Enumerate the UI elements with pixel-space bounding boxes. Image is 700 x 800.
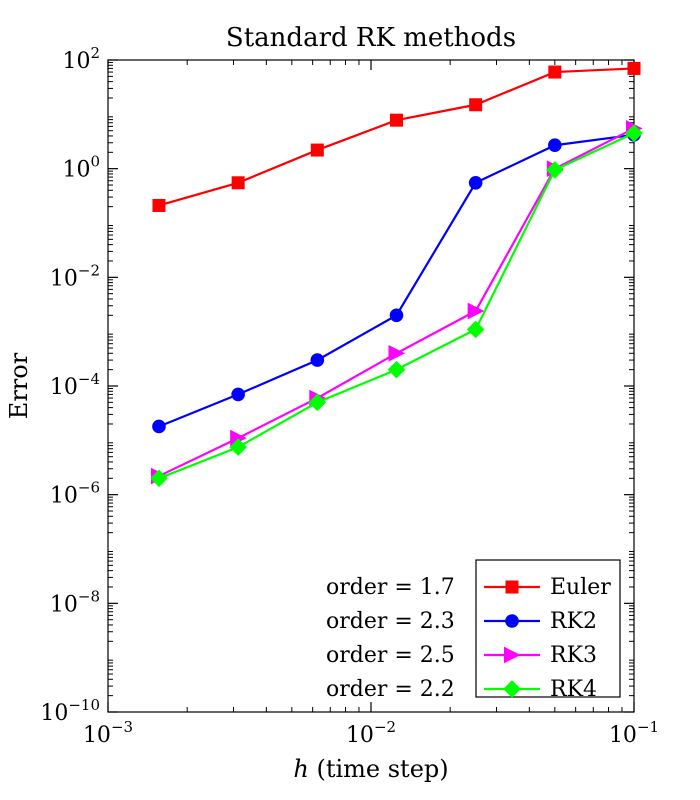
y-tick-label: 10−6 — [50, 479, 100, 509]
data-point-rk4 — [546, 161, 564, 179]
tick-base: 10 — [62, 158, 90, 183]
tick-base: 10 — [83, 723, 111, 748]
legend-marker-rk4 — [503, 680, 521, 698]
data-point-rk3 — [388, 344, 406, 362]
y-tick-label: 10−4 — [50, 370, 100, 400]
chart-title: Standard RK methods — [226, 23, 516, 53]
tick-base: 10 — [40, 701, 68, 726]
data-point-euler — [389, 113, 403, 127]
data-point-rk4 — [229, 438, 247, 456]
tick-base: 10 — [50, 375, 78, 400]
y-tick-label: 10−8 — [50, 587, 100, 617]
legend-entry-rk2: RK2 — [484, 609, 597, 634]
tick-base: 10 — [62, 49, 90, 74]
data-point-rk3 — [467, 302, 485, 320]
order-annotation: order = 2.2 — [326, 677, 455, 702]
x-axis-label-variable: h — [293, 755, 308, 783]
data-point-rk4 — [150, 469, 168, 488]
legend-entry-euler: Euler — [484, 575, 611, 600]
data-point-rk2 — [389, 308, 404, 323]
data-point-euler — [469, 98, 483, 112]
data-point-rk4 — [308, 393, 327, 412]
tick-exponent: −4 — [78, 370, 100, 388]
legend-box — [475, 559, 621, 698]
y-axis-label: Error — [5, 352, 33, 419]
order-annotations: order = 1.7 order = 2.3 order = 2.5 order =… — [326, 575, 455, 702]
data-point-euler — [548, 65, 562, 79]
data-point-rk4 — [387, 360, 406, 379]
tick-exponent: −1 — [637, 718, 659, 736]
tick-exponent: −6 — [78, 479, 100, 497]
tick-exponent: −3 — [111, 718, 133, 736]
y-tick-label: 10−2 — [50, 261, 100, 291]
data-point-euler — [627, 61, 641, 75]
tick-exponent: −8 — [78, 587, 100, 605]
minor-ticks — [108, 60, 634, 712]
y-tick-label: 102 — [62, 44, 100, 74]
tick-exponent: −2 — [374, 718, 396, 736]
x-axis-label: h (time step) — [293, 755, 448, 783]
data-point-rk4 — [466, 320, 485, 339]
data-point-rk2 — [468, 175, 483, 190]
legend-marker-rk3 — [504, 646, 521, 664]
legend-entry-rk4: RK4 — [484, 677, 597, 702]
legend-marker-euler — [505, 580, 519, 594]
legend-label-rk2: RK2 — [550, 609, 597, 634]
series-euler — [152, 61, 641, 212]
tick-base: 10 — [50, 484, 78, 509]
data-point-rk2 — [231, 387, 245, 402]
tick-base: 10 — [346, 723, 374, 748]
order-annotation: order = 2.5 — [326, 643, 455, 668]
legend-label-euler: Euler — [550, 575, 611, 600]
tick-exponent: −10 — [68, 696, 100, 714]
data-point-rk2 — [152, 419, 166, 434]
legend: Euler RK2 RK3 RK4 — [475, 559, 621, 702]
tick-exponent: −2 — [78, 261, 100, 279]
tick-base: 10 — [50, 592, 78, 617]
x-tick-label: 10−1 — [609, 718, 659, 748]
series-rk4 — [150, 124, 643, 488]
legend-label-rk4: RK4 — [550, 677, 597, 702]
order-annotation: order = 2.3 — [326, 609, 455, 634]
data-point-euler — [310, 143, 324, 157]
data-point-rk2 — [310, 353, 325, 367]
data-point-euler — [231, 176, 245, 190]
y-tick-label: 10−10 — [40, 696, 100, 726]
x-tick-label: 10−2 — [346, 718, 396, 748]
order-annotation: order = 1.7 — [326, 575, 455, 600]
tick-base: 10 — [50, 266, 78, 291]
legend-marker-rk2 — [505, 614, 519, 628]
data-point-euler — [152, 198, 166, 212]
y-tick-label: 100 — [62, 153, 100, 183]
legend-label-rk3: RK3 — [550, 643, 597, 668]
data-point-rk2 — [548, 138, 562, 153]
legend-entry-rk3: RK3 — [484, 643, 597, 668]
tick-exponent: 2 — [90, 44, 100, 62]
x-axis-label-rest: (time step) — [309, 755, 449, 783]
data-point-rk4 — [625, 124, 643, 142]
tick-base: 10 — [609, 723, 637, 748]
x-tick-label: 10−3 — [83, 718, 133, 748]
tick-exponent: 0 — [90, 153, 100, 171]
